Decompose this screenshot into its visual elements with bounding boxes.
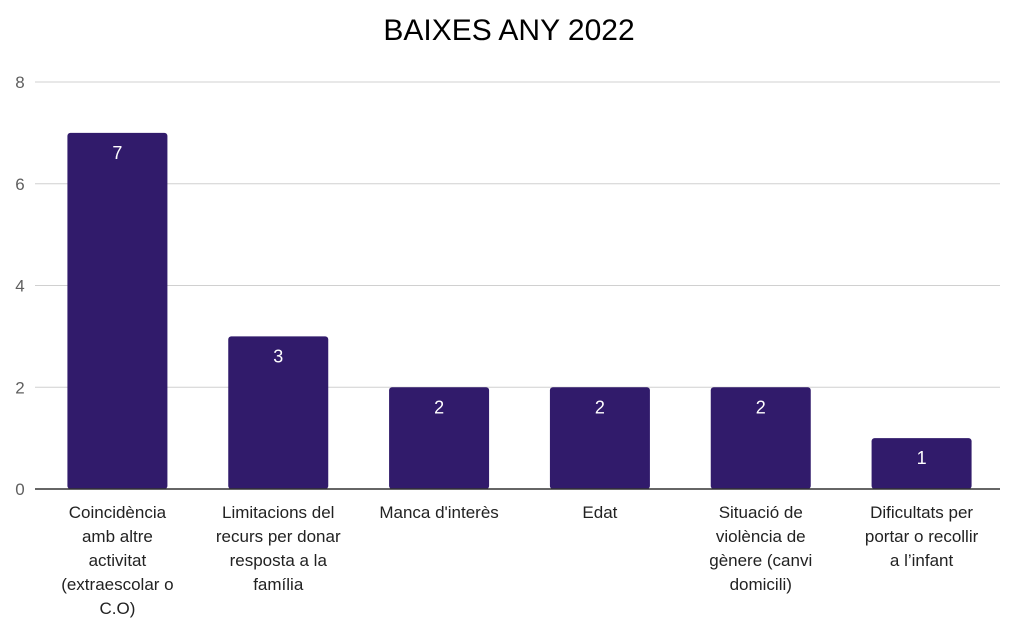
x-category-line: resposta a la (230, 551, 328, 570)
x-category-label: Limitacions del recurs per donar resposta … (216, 503, 341, 594)
y-axis-ticks: 0 2 4 6 8 (15, 73, 24, 499)
y-tick-label: 4 (15, 277, 24, 296)
bars (67, 132, 972, 489)
bar (549, 387, 650, 489)
x-axis-categories: Coincidència amb altre activitat (extraesco… (61, 503, 978, 618)
x-category-line: (extraescolar o (61, 575, 173, 594)
y-tick-label: 8 (15, 73, 24, 92)
x-category-line: amb altre (82, 527, 153, 546)
y-tick-label: 6 (15, 175, 24, 194)
x-category-line: domicili) (730, 575, 792, 594)
bar (871, 438, 972, 489)
x-category-line: Situació de (719, 503, 803, 522)
x-category-line: recurs per donar (216, 527, 341, 546)
x-category-label: Dificultats per portar o recollir a l’infa… (865, 503, 979, 570)
x-category-line: C.O) (99, 599, 135, 618)
x-category-line: activitat (89, 551, 147, 570)
data-label: 2 (434, 397, 444, 417)
x-category-label: Edat (582, 503, 617, 522)
x-category-line: violència de (716, 527, 806, 546)
x-category-line: família (253, 575, 304, 594)
bar (389, 387, 490, 489)
bar (228, 336, 329, 489)
data-labels: 7 3 2 2 2 1 (112, 143, 926, 468)
x-category-line: Coincidència (69, 503, 167, 522)
x-category-line: a l’infant (890, 551, 954, 570)
x-category-label: Situació de violència de gènere (canvi domi… (709, 503, 812, 594)
y-tick-label: 2 (15, 378, 24, 397)
x-category-line: Edat (582, 503, 617, 522)
x-category-line: portar o recollir (865, 527, 979, 546)
data-label: 1 (917, 448, 927, 468)
data-label: 3 (273, 346, 283, 366)
data-label: 2 (756, 397, 766, 417)
bar (710, 387, 811, 489)
bar (67, 132, 168, 489)
x-category-line: gènere (canvi (709, 551, 812, 570)
x-category-label: Coincidència amb altre activitat (extraesco… (61, 503, 173, 618)
x-category-line: Dificultats per (870, 503, 973, 522)
data-label: 7 (112, 143, 122, 163)
data-label: 2 (595, 397, 605, 417)
x-category-line: Manca d'interès (379, 503, 498, 522)
gridlines (35, 81, 1000, 388)
x-category-line: Limitacions del (222, 503, 334, 522)
x-category-label: Manca d'interès (379, 503, 498, 522)
y-tick-label: 0 (15, 480, 24, 499)
chart-title: BAIXES ANY 2022 (383, 14, 634, 47)
